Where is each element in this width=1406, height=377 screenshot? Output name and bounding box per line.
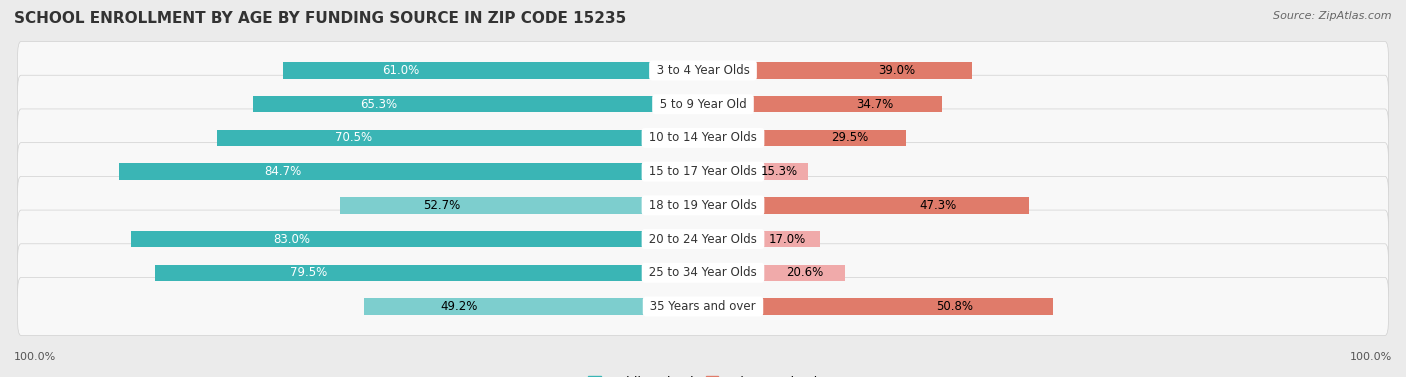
Bar (218, 130, 703, 146)
Bar (340, 197, 703, 214)
Bar (703, 96, 942, 112)
Bar (131, 231, 703, 247)
Text: 3 to 4 Year Olds: 3 to 4 Year Olds (652, 64, 754, 77)
Bar (283, 62, 703, 79)
Text: 83.0%: 83.0% (273, 233, 309, 245)
FancyBboxPatch shape (17, 176, 1389, 234)
Bar (703, 197, 1029, 214)
Text: 25 to 34 Year Olds: 25 to 34 Year Olds (645, 266, 761, 279)
Bar (703, 130, 907, 146)
Text: 65.3%: 65.3% (360, 98, 398, 111)
Text: Source: ZipAtlas.com: Source: ZipAtlas.com (1274, 11, 1392, 21)
FancyBboxPatch shape (17, 41, 1389, 100)
FancyBboxPatch shape (17, 75, 1389, 133)
FancyBboxPatch shape (17, 210, 1389, 268)
Text: 50.8%: 50.8% (936, 300, 973, 313)
Bar (703, 163, 808, 180)
Bar (703, 62, 972, 79)
Text: 39.0%: 39.0% (877, 64, 915, 77)
Bar (703, 265, 845, 281)
Text: 100.0%: 100.0% (1350, 352, 1392, 362)
FancyBboxPatch shape (17, 109, 1389, 167)
Bar (120, 163, 703, 180)
Text: 15 to 17 Year Olds: 15 to 17 Year Olds (645, 165, 761, 178)
Text: 34.7%: 34.7% (856, 98, 894, 111)
Text: 61.0%: 61.0% (382, 64, 419, 77)
Text: 70.5%: 70.5% (335, 132, 371, 144)
Bar (703, 298, 1053, 315)
Text: 79.5%: 79.5% (290, 266, 328, 279)
Text: 49.2%: 49.2% (440, 300, 478, 313)
Text: 18 to 19 Year Olds: 18 to 19 Year Olds (645, 199, 761, 212)
Text: 17.0%: 17.0% (769, 233, 806, 245)
Text: 10 to 14 Year Olds: 10 to 14 Year Olds (645, 132, 761, 144)
Text: 29.5%: 29.5% (831, 132, 868, 144)
Text: 5 to 9 Year Old: 5 to 9 Year Old (655, 98, 751, 111)
Text: 47.3%: 47.3% (920, 199, 956, 212)
Text: 20.6%: 20.6% (786, 266, 824, 279)
Bar (703, 231, 820, 247)
Bar (155, 265, 703, 281)
Text: 100.0%: 100.0% (14, 352, 56, 362)
Text: 52.7%: 52.7% (423, 199, 460, 212)
Text: 35 Years and over: 35 Years and over (647, 300, 759, 313)
Text: SCHOOL ENROLLMENT BY AGE BY FUNDING SOURCE IN ZIP CODE 15235: SCHOOL ENROLLMENT BY AGE BY FUNDING SOUR… (14, 11, 626, 26)
Bar (253, 96, 703, 112)
FancyBboxPatch shape (17, 244, 1389, 302)
FancyBboxPatch shape (17, 143, 1389, 201)
Text: 20 to 24 Year Olds: 20 to 24 Year Olds (645, 233, 761, 245)
FancyBboxPatch shape (17, 277, 1389, 336)
Bar (364, 298, 703, 315)
Text: 84.7%: 84.7% (264, 165, 301, 178)
Legend: Public School, Private School: Public School, Private School (588, 375, 818, 377)
Text: 15.3%: 15.3% (761, 165, 797, 178)
